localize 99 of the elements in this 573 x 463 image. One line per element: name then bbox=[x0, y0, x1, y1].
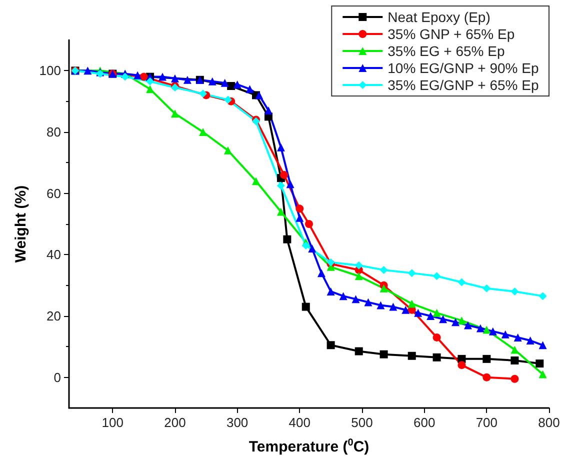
point bbox=[220, 78, 229, 87]
point bbox=[476, 324, 484, 332]
point bbox=[308, 244, 316, 253]
point bbox=[510, 346, 519, 354]
point bbox=[84, 66, 92, 75]
point bbox=[501, 330, 510, 338]
point bbox=[380, 350, 388, 358]
point bbox=[224, 146, 232, 154]
x-tick-label: 300 bbox=[226, 415, 248, 430]
point bbox=[326, 341, 335, 350]
point bbox=[538, 341, 547, 350]
point bbox=[510, 374, 519, 383]
point bbox=[426, 312, 435, 320]
point bbox=[432, 353, 441, 362]
point bbox=[536, 360, 544, 368]
point bbox=[352, 295, 360, 304]
x-tick-label: 400 bbox=[288, 415, 310, 430]
point bbox=[482, 284, 491, 292]
point bbox=[276, 208, 285, 216]
point bbox=[432, 272, 441, 280]
point bbox=[482, 326, 491, 334]
point bbox=[146, 77, 154, 86]
legend-label: 35% EG + 65% Ep bbox=[388, 43, 505, 59]
point bbox=[389, 302, 398, 311]
point bbox=[170, 74, 179, 82]
legend-label: 10% EG/GNP + 90% Ep bbox=[388, 60, 539, 76]
point bbox=[408, 269, 416, 278]
y-tick-label: 0 bbox=[54, 370, 61, 385]
point bbox=[252, 177, 260, 186]
point bbox=[458, 361, 466, 370]
point bbox=[296, 204, 304, 213]
point bbox=[482, 354, 491, 363]
point bbox=[199, 128, 208, 136]
point bbox=[408, 300, 416, 308]
point bbox=[276, 182, 285, 190]
point bbox=[140, 72, 148, 81]
point bbox=[439, 315, 448, 324]
point bbox=[283, 235, 292, 244]
point bbox=[246, 85, 254, 94]
x-tick-label: 700 bbox=[476, 415, 498, 430]
point bbox=[286, 180, 294, 188]
x-tick-label: 100 bbox=[102, 415, 124, 430]
point bbox=[339, 292, 348, 300]
point bbox=[158, 72, 167, 81]
point bbox=[208, 77, 216, 86]
point bbox=[380, 266, 388, 274]
point bbox=[296, 214, 304, 222]
legend-label: 35% GNP + 65% Ep bbox=[388, 26, 515, 42]
y-tick-label: 80 bbox=[46, 124, 61, 140]
point bbox=[488, 327, 497, 336]
point bbox=[510, 287, 519, 296]
point bbox=[326, 287, 335, 296]
point bbox=[121, 72, 130, 81]
point bbox=[458, 316, 466, 325]
point bbox=[233, 80, 242, 88]
point bbox=[380, 284, 388, 292]
point bbox=[510, 356, 519, 364]
point bbox=[255, 91, 264, 100]
point bbox=[302, 241, 310, 250]
point bbox=[538, 370, 547, 378]
point bbox=[482, 373, 491, 382]
point bbox=[354, 272, 363, 280]
point bbox=[432, 333, 441, 342]
point bbox=[538, 292, 547, 300]
point bbox=[526, 336, 534, 345]
point bbox=[276, 143, 285, 152]
legend-label: Neat Epoxy (Ep) bbox=[388, 9, 490, 25]
point bbox=[170, 110, 179, 118]
x-tick-label: 500 bbox=[351, 415, 373, 430]
point bbox=[514, 333, 522, 342]
point bbox=[280, 170, 288, 179]
y-tick-label: 40 bbox=[46, 247, 61, 262]
point bbox=[464, 321, 472, 330]
point bbox=[364, 298, 372, 306]
y-tick-label: 60 bbox=[46, 186, 61, 201]
point bbox=[199, 90, 208, 98]
point bbox=[432, 308, 441, 317]
y-tick-label: 100 bbox=[39, 63, 61, 78]
point bbox=[354, 347, 363, 356]
point bbox=[376, 301, 385, 310]
y-axis-title: Weight (%) bbox=[12, 185, 30, 263]
point bbox=[408, 352, 416, 360]
x-tick-label: 600 bbox=[413, 415, 436, 430]
x-tick-label: 200 bbox=[164, 415, 186, 430]
y-tick-label: 20 bbox=[46, 308, 61, 324]
point bbox=[451, 318, 460, 326]
point bbox=[134, 71, 142, 80]
point bbox=[305, 220, 313, 228]
point bbox=[224, 96, 232, 104]
point bbox=[264, 106, 272, 115]
point bbox=[414, 308, 422, 317]
x-tick-label: 800 bbox=[538, 415, 560, 430]
point bbox=[183, 76, 192, 84]
point bbox=[402, 306, 410, 314]
point bbox=[317, 269, 326, 278]
point bbox=[302, 302, 310, 311]
point bbox=[354, 261, 363, 270]
point bbox=[458, 278, 466, 286]
legend-label: 35% EG/GNP + 65% Ep bbox=[388, 77, 539, 93]
